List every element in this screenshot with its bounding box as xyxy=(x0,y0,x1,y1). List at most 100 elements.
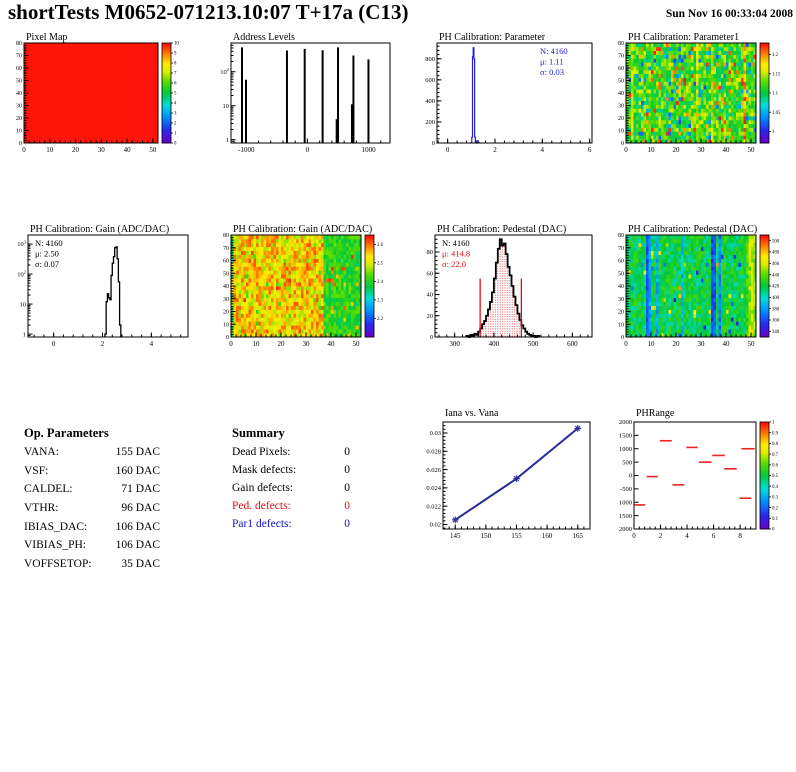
svg-text:3: 3 xyxy=(174,112,177,117)
svg-text:20: 20 xyxy=(16,116,22,122)
op-parameter-row: VIBIAS_PH: 106 DAC xyxy=(24,539,160,558)
svg-text:60: 60 xyxy=(16,66,22,72)
svg-text:0: 0 xyxy=(19,141,22,147)
svg-text:20: 20 xyxy=(427,313,434,320)
panel-ph-parameter-hist: 0 2 4 6 0 200 400 600 800 N: 4160 μ: 1.11 σ: 0.03 PH… xyxy=(415,30,600,160)
summary-value: 0 xyxy=(344,464,350,476)
svg-text:2.2: 2.2 xyxy=(377,317,384,322)
svg-text:20: 20 xyxy=(72,146,80,154)
svg-text:40: 40 xyxy=(427,292,434,299)
op-parameter-label: VANA: xyxy=(24,446,59,458)
op-parameter-label: VSF: xyxy=(24,464,49,477)
svg-text:20: 20 xyxy=(223,310,229,316)
op-parameters-heading: Op. Parameters xyxy=(24,426,109,440)
svg-text:4: 4 xyxy=(150,340,154,348)
stats-line: σ: 0.03 xyxy=(540,67,564,77)
svg-text:2.3: 2.3 xyxy=(377,299,384,304)
svg-text:1000: 1000 xyxy=(362,146,377,154)
svg-text:40: 40 xyxy=(328,340,336,348)
panel-iana-vs-vana: 145 150 155 160 165 0.02 0.022 0.024 0.026 0.028 0… xyxy=(415,406,600,548)
svg-text:80: 80 xyxy=(223,233,229,239)
param1_map-svg: 0 10 20 30 40 50 0 10 20 30 40 50 60 70 80 1.2 1.15 1.1 1.… xyxy=(618,32,781,154)
svg-text:50: 50 xyxy=(353,340,361,348)
svg-text:2.5: 2.5 xyxy=(377,262,384,267)
panel-pedestal-hist: 300 400 500 600 0 20 40 60 80 N: 4160 μ: 414.8 σ: 2… xyxy=(415,222,600,354)
panel-pixel-map: 0 10 20 30 40 50 0 10 20 30 40 50 60 70 80 10 9 8 7 6 5 4 3 2 1 0… xyxy=(8,30,198,160)
svg-text:0: 0 xyxy=(22,146,26,154)
summary-heading: Summary xyxy=(232,426,285,440)
colorbar xyxy=(364,234,375,338)
plot-title: Pixel Map xyxy=(26,32,67,43)
summary-row: Gain defects: 0 xyxy=(232,482,350,500)
svg-text:30: 30 xyxy=(223,297,229,303)
op-parameter-row: VANA: 155 DAC xyxy=(24,446,160,465)
svg-text:1: 1 xyxy=(23,331,26,338)
svg-text:8: 8 xyxy=(174,62,177,67)
svg-text:7: 7 xyxy=(174,72,177,77)
op-parameters-block: Op. Parameters VANA: 155 DAC VSF: 160 DAC … xyxy=(24,426,160,577)
stats-line: N: 4160 xyxy=(442,238,470,248)
svg-text:50: 50 xyxy=(618,79,624,85)
phrange-svg: 0 2 4 6 82000150010005000-50010001500200010.… xyxy=(619,408,779,540)
svg-text:2.6: 2.6 xyxy=(377,243,384,248)
svg-text:60: 60 xyxy=(427,270,434,277)
svg-text:60: 60 xyxy=(618,66,624,72)
svg-text:103: 103 xyxy=(17,239,27,248)
op-parameter-value: 71 DAC xyxy=(121,483,160,496)
address_levels-svg: -1000 0 1000 1 10 102 Address Levels xyxy=(220,32,391,154)
svg-text:10: 10 xyxy=(16,129,22,135)
plot-frame xyxy=(436,42,593,144)
svg-text:6: 6 xyxy=(588,146,592,154)
stats-line: μ: 1.11 xyxy=(540,57,564,67)
plot-title: PH Calibration: Pedestal (DAC) xyxy=(628,224,757,235)
summary-value: 0 xyxy=(344,446,350,458)
op-parameter-label: CALDEL: xyxy=(24,483,73,496)
svg-text:50: 50 xyxy=(16,79,22,85)
svg-text:1: 1 xyxy=(772,130,775,135)
plot-title: PHRange xyxy=(636,408,675,419)
svg-text:70: 70 xyxy=(16,54,22,60)
summary-label: Ped. defects: xyxy=(232,500,291,512)
svg-text:10: 10 xyxy=(46,146,54,154)
ped_map-svg: 0 10 20 30 40 5001020304050607080500480460440… xyxy=(618,224,780,348)
summary-label: Dead Pixels: xyxy=(232,446,291,458)
svg-text:1: 1 xyxy=(174,132,177,137)
svg-text:500: 500 xyxy=(528,340,539,348)
summary-label: Par1 defects: xyxy=(232,518,292,530)
panel-ph-parameter1-map: 0 10 20 30 40 50 0 10 20 30 40 50 60 70 80 1.2 1.15 1.1 1.… xyxy=(610,30,796,160)
svg-text:20: 20 xyxy=(673,146,681,154)
stats-line: μ: 2.50 xyxy=(35,249,59,259)
svg-text:70: 70 xyxy=(223,246,229,252)
op-parameter-value: 35 DAC xyxy=(121,558,160,571)
summary-row: Dead Pixels: 0 xyxy=(232,446,350,464)
svg-text:0: 0 xyxy=(52,340,56,348)
summary-value: 0 xyxy=(344,500,350,512)
plot-title: PH Calibration: Gain (ADC/DAC) xyxy=(233,224,372,235)
svg-text:4: 4 xyxy=(174,102,177,107)
svg-text:30: 30 xyxy=(303,340,311,348)
op-parameter-label: VTHR: xyxy=(24,502,59,515)
panel-phrange: 0 2 4 6 8 2000 1500 1000 500 0 -500 1000 1500 2000 1 0.… xyxy=(610,406,796,548)
panel-gain-map: 0 10 20 30 40 50 0 10 20 30 40 50 60 70 80 2.6 2.5 2.4 2.3… xyxy=(215,222,401,354)
op-parameter-row: VTHR: 96 DAC xyxy=(24,502,160,521)
summary-row: Ped. defects: 0 xyxy=(232,500,350,518)
svg-text:10: 10 xyxy=(618,129,624,135)
svg-text:200: 200 xyxy=(425,119,435,126)
svg-text:300: 300 xyxy=(449,340,460,348)
timestamp: Sun Nov 16 00:33:04 2008 xyxy=(665,8,793,20)
op-parameter-row: VSF: 160 DAC xyxy=(24,465,160,484)
svg-text:1.05: 1.05 xyxy=(772,111,781,116)
summary-value: 0 xyxy=(344,482,350,494)
svg-text:30: 30 xyxy=(618,104,624,110)
svg-text:6: 6 xyxy=(174,82,177,87)
svg-text:0: 0 xyxy=(624,146,628,154)
svg-text:400: 400 xyxy=(425,98,435,105)
svg-text:2: 2 xyxy=(174,122,177,127)
svg-text:1.15: 1.15 xyxy=(772,72,781,77)
stats-line: σ: 22.0 xyxy=(442,259,466,269)
svg-text:1: 1 xyxy=(226,137,229,144)
summary-value: 0 xyxy=(344,518,350,530)
